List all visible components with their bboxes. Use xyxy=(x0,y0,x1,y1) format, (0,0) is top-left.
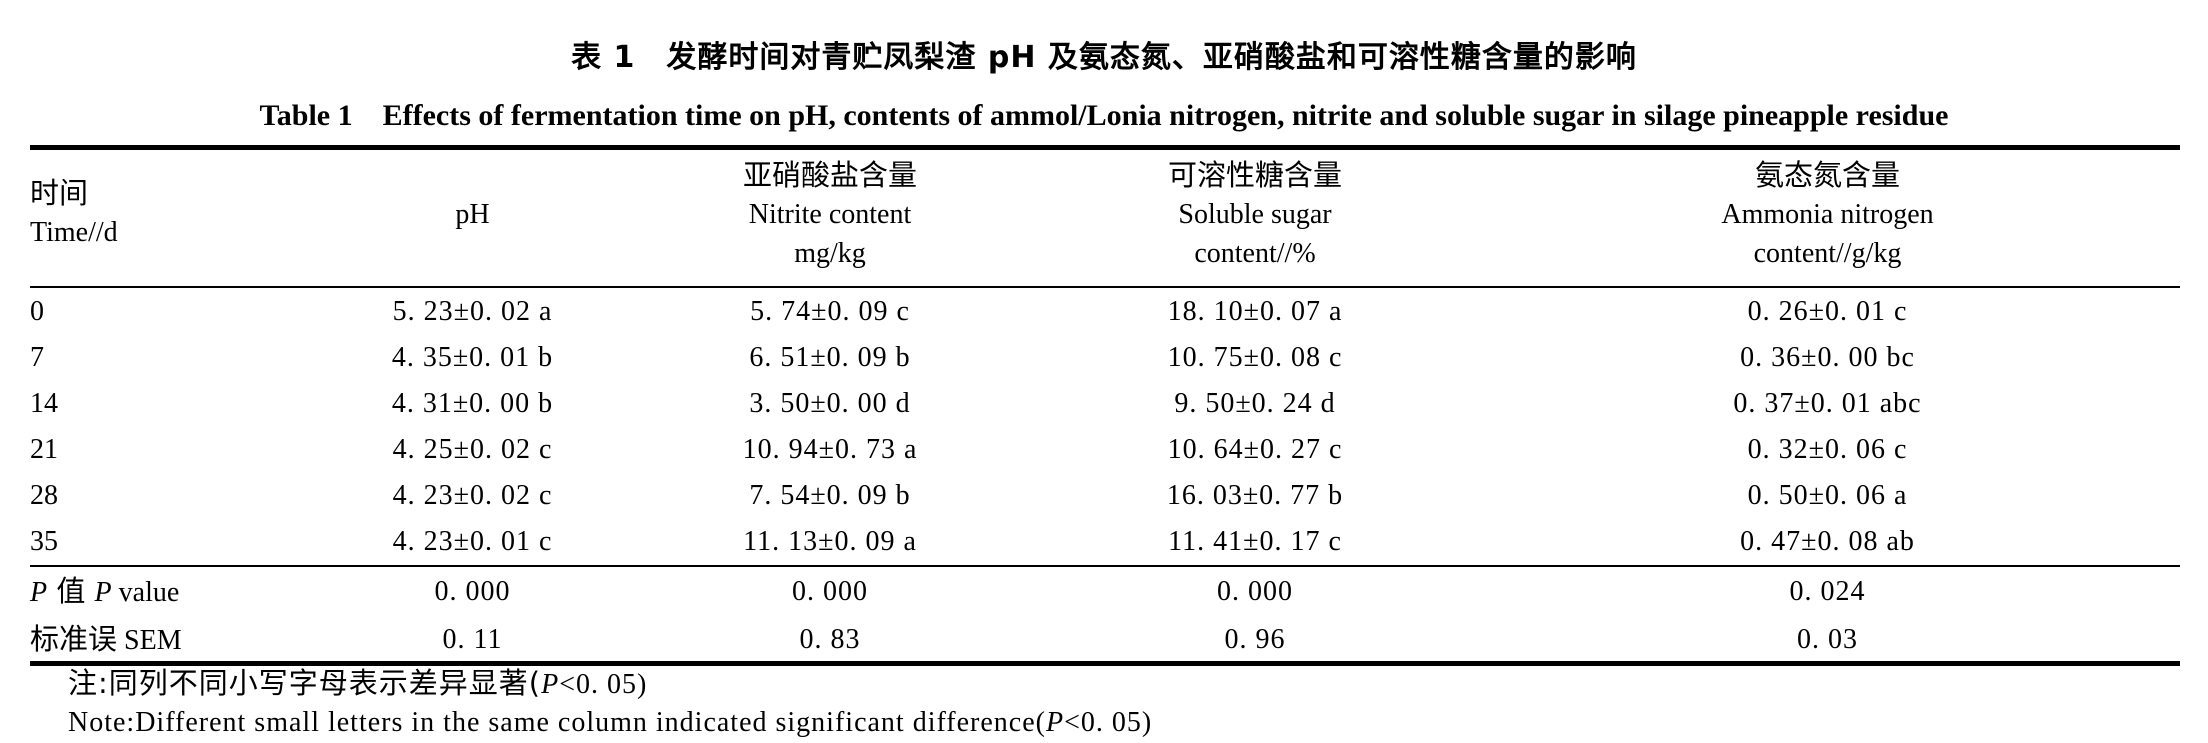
header-ammonia: 氨态氮含量 Ammonia nitrogen content//g/kg xyxy=(1475,156,2180,273)
table-row: 35 4. 23±0. 01 c 11. 13±0. 09 a 11. 41±0… xyxy=(30,519,2180,565)
header-time: 时间 Time//d xyxy=(30,156,320,273)
sem-label: 标准误 SEM xyxy=(30,616,320,664)
table-body: 0 5. 23±0. 02 a 5. 74±0. 09 c 18. 10±0. … xyxy=(30,289,2180,565)
table-row-pvalue: P 值 P value 0. 000 0. 000 0. 000 0. 024 xyxy=(30,568,2180,616)
table-row: 0 5. 23±0. 02 a 5. 74±0. 09 c 18. 10±0. … xyxy=(30,289,2180,335)
cell-sem-nitrite: 0. 83 xyxy=(799,624,861,655)
cell-nitrite: 7. 54±0. 09 b xyxy=(749,480,911,511)
cell-time: 14 xyxy=(30,388,58,419)
header-sugar-en1: Soluble sugar xyxy=(1178,199,1332,230)
cell-ph: 5. 23±0. 02 a xyxy=(392,296,553,327)
table-row: 7 4. 35±0. 01 b 6. 51±0. 09 b 10. 75±0. … xyxy=(30,335,2180,381)
table-stats: P 值 P value 0. 000 0. 000 0. 000 0. 024 … xyxy=(30,568,2180,664)
header-nitrite-en2: mg/kg xyxy=(794,238,866,269)
header-ammonia-en2: content//g/kg xyxy=(1753,238,1902,269)
cell-sem-ammonia: 0. 03 xyxy=(1797,624,1858,655)
header-ammonia-en1: Ammonia nitrogen xyxy=(1721,199,1934,230)
cell-nitrite: 11. 13±0. 09 a xyxy=(743,526,917,557)
pvalue-label-p-cn: P xyxy=(30,577,48,608)
cell-ph: 4. 23±0. 02 c xyxy=(392,480,553,511)
stats-rule xyxy=(30,565,2180,567)
table-header: 时间 Time//d pH 亚硝酸盐含量 Nitrite content mg/… xyxy=(30,156,2180,273)
cell-ammonia: 0. 37±0. 01 abc xyxy=(1733,388,1922,419)
cell-sem-sugar: 0. 96 xyxy=(1224,624,1286,655)
note-english: Note:Different small letters in the same… xyxy=(68,703,1152,743)
cell-pvalue-ammonia: 0. 024 xyxy=(1789,576,1866,607)
cell-time: 0 xyxy=(30,296,44,327)
note-en-suffix: <0. 05) xyxy=(1064,707,1153,738)
cell-sugar: 9. 50±0. 24 d xyxy=(1174,388,1336,419)
cell-ammonia: 0. 26±0. 01 c xyxy=(1747,296,1908,327)
cell-pvalue-sugar: 0. 000 xyxy=(1217,576,1293,607)
header-time-cn: 时间 xyxy=(30,176,89,210)
header-nitrite-cn: 亚硝酸盐含量 xyxy=(742,158,917,192)
header-sugar: 可溶性糖含量 Soluble sugar content//% xyxy=(1035,156,1475,273)
header-ph-en: pH xyxy=(455,199,490,230)
header-sugar-cn: 可溶性糖含量 xyxy=(1167,158,1342,192)
cell-time: 7 xyxy=(30,342,44,373)
cell-sugar: 18. 10±0. 07 a xyxy=(1167,296,1343,327)
header-ammonia-cn: 氨态氮含量 xyxy=(1754,158,1900,192)
cell-nitrite: 6. 51±0. 09 b xyxy=(749,342,911,373)
cell-ph: 4. 35±0. 01 b xyxy=(391,342,554,373)
table-row: 28 4. 23±0. 02 c 7. 54±0. 09 b 16. 03±0.… xyxy=(30,473,2180,519)
bottom-rule xyxy=(30,661,2180,666)
cell-sem-ph: 0. 11 xyxy=(442,624,503,655)
cell-nitrite: 3. 50±0. 00 d xyxy=(749,388,911,419)
cell-pvalue-ph: 0. 000 xyxy=(434,576,511,607)
sem-label-en: SEM xyxy=(117,625,182,656)
cell-ammonia: 0. 50±0. 06 a xyxy=(1747,480,1908,511)
note-en-prefix: Note:Different small letters in the same… xyxy=(68,707,1046,738)
cell-ph: 4. 25±0. 02 c xyxy=(392,434,553,465)
pvalue-label-en: value xyxy=(111,577,180,608)
header-sugar-en2: content//% xyxy=(1194,238,1316,269)
pvalue-label: P 值 P value xyxy=(30,568,320,616)
header-time-en: Time//d xyxy=(30,217,118,248)
cell-time: 21 xyxy=(30,434,58,465)
cell-ammonia: 0. 32±0. 06 c xyxy=(1747,434,1908,465)
cell-ammonia: 0. 47±0. 08 ab xyxy=(1740,526,1915,557)
cell-nitrite: 5. 74±0. 09 c xyxy=(750,296,910,327)
table-row: 14 4. 31±0. 00 b 3. 50±0. 00 d 9. 50±0. … xyxy=(30,381,2180,427)
header-rule xyxy=(30,286,2180,288)
header-ph: pH xyxy=(320,156,625,273)
cell-sugar: 10. 64±0. 27 c xyxy=(1167,434,1343,465)
cell-nitrite: 10. 94±0. 73 a xyxy=(742,434,918,465)
cell-time: 35 xyxy=(30,526,58,557)
table-row-sem: 标准误 SEM 0. 11 0. 83 0. 96 0. 03 xyxy=(30,616,2180,664)
note-en-p: P xyxy=(1045,707,1065,738)
cell-time: 28 xyxy=(30,480,58,511)
table-notes: 注:同列不同小写字母表示差异显著(P<0. 05) Note:Different… xyxy=(68,663,1152,743)
header-nitrite-en1: Nitrite content xyxy=(748,199,912,230)
cell-ammonia: 0. 36±0. 00 bc xyxy=(1740,342,1915,373)
cell-ph: 4. 31±0. 00 b xyxy=(391,388,554,419)
note-cn-p: P xyxy=(541,669,560,700)
header-nitrite: 亚硝酸盐含量 Nitrite content mg/kg xyxy=(625,156,1035,273)
cell-sugar: 11. 41±0. 17 c xyxy=(1168,526,1342,557)
note-cn-suffix: <0. 05) xyxy=(559,669,648,700)
cell-sugar: 10. 75±0. 08 c xyxy=(1167,342,1343,373)
table-title-english: Table 1 Effects of fermentation time on … xyxy=(259,99,1949,132)
table-row: 21 4. 25±0. 02 c 10. 94±0. 73 a 10. 64±0… xyxy=(30,427,2180,473)
pvalue-label-cn: 值 xyxy=(47,574,95,608)
cell-ph: 4. 23±0. 01 c xyxy=(392,526,553,557)
note-cn-prefix: 注:同列不同小写字母表示差异显著( xyxy=(68,666,542,700)
pvalue-label-p-en: P xyxy=(94,577,112,608)
sem-label-cn: 标准误 xyxy=(30,622,118,656)
table-title-chinese: 表 1 发酵时间对青贮凤梨渣 pH 及氨态氮、亚硝酸盐和可溶性糖含量的影响 xyxy=(571,40,1637,75)
cell-pvalue-nitrite: 0. 000 xyxy=(792,576,868,607)
cell-sugar: 16. 03±0. 77 b xyxy=(1166,480,1344,511)
note-chinese: 注:同列不同小写字母表示差异显著(P<0. 05) xyxy=(68,663,1152,703)
top-rule xyxy=(30,145,2180,150)
